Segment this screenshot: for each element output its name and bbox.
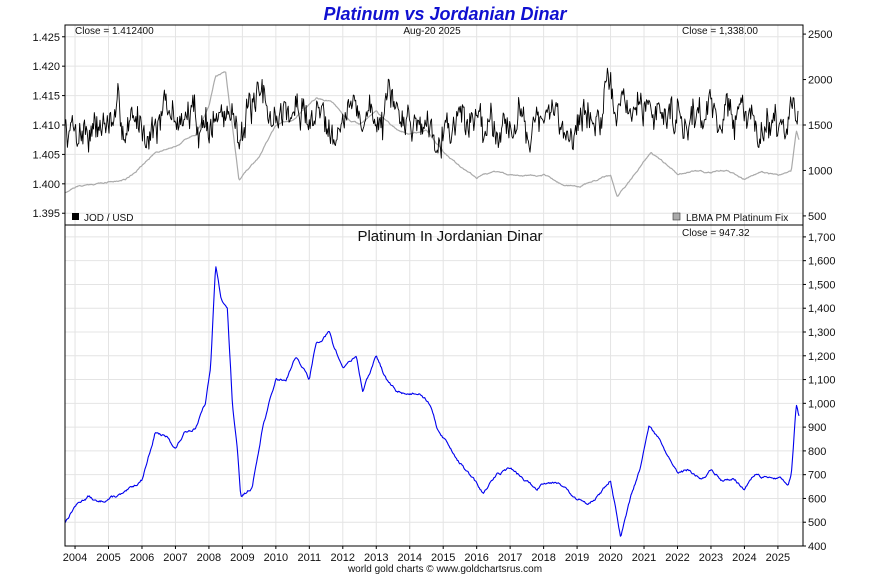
top-close-right: Close = 1,338.00 xyxy=(682,26,758,37)
x-tick-10: 2014 xyxy=(397,552,421,564)
top-left-tick-1: 1.400 xyxy=(32,179,60,191)
top-right-tick-0: 500 xyxy=(808,211,826,223)
top-right-axis: 500 1000 1500 2000 2500 xyxy=(803,29,832,223)
x-tick-15: 2019 xyxy=(565,552,589,564)
bottom-right-tick-12: 1,600 xyxy=(808,256,836,268)
x-tick-4: 2008 xyxy=(197,552,221,564)
chart-title: Platinum vs Jordanian Dinar xyxy=(323,4,567,24)
top-left-tick-5: 1.420 xyxy=(32,61,60,73)
series-line-13 xyxy=(64,266,800,537)
bottom-right-tick-3: 700 xyxy=(808,470,826,482)
x-tick-5: 2009 xyxy=(230,552,254,564)
x-tick-11: 2015 xyxy=(431,552,455,564)
series-line-7 xyxy=(64,67,799,159)
bottom-right-tick-2: 600 xyxy=(808,493,826,505)
bottom-right-tick-9: 1,300 xyxy=(808,327,836,339)
top-right-tick-3: 2000 xyxy=(808,75,832,87)
footer-credit: world gold charts © www.goldchartsrus.co… xyxy=(347,564,542,575)
bottom-close-right: Close = 947.32 xyxy=(682,228,750,239)
bottom-right-axis: 400 500 600 700 800 900 1,000 1,100 1,200 1,300 1,… xyxy=(803,232,836,553)
x-tick-14: 2018 xyxy=(531,552,555,564)
x-tick-8: 2012 xyxy=(331,552,355,564)
bottom-panel-series xyxy=(64,266,800,537)
top-left-tick-2: 1.405 xyxy=(32,149,60,161)
bottom-panel-frame xyxy=(64,224,804,547)
x-tick-3: 2007 xyxy=(163,552,187,564)
bottom-right-tick-1: 500 xyxy=(808,517,826,529)
top-panel-series xyxy=(64,67,800,197)
series-line-21 xyxy=(64,71,800,197)
x-tick-20: 2024 xyxy=(732,552,756,564)
x-tick-0: 2004 xyxy=(63,552,87,564)
top-left-tick-6: 1.425 xyxy=(32,32,60,44)
bottom-right-tick-0: 400 xyxy=(808,541,826,553)
bottom-right-tick-5: 900 xyxy=(808,422,826,434)
x-tick-1: 2005 xyxy=(96,552,120,564)
x-tick-9: 2013 xyxy=(364,552,388,564)
legend-swatch-lbma xyxy=(672,212,681,221)
top-close-left: Close = 1.412400 xyxy=(75,26,154,37)
bottom-panel-grid xyxy=(65,225,803,547)
x-tick-6: 2010 xyxy=(264,552,288,564)
x-tick-7: 2011 xyxy=(297,552,321,564)
legend-swatch-jod xyxy=(72,213,79,220)
legend-label-jod: JOD / USD xyxy=(84,213,133,224)
x-tick-12: 2016 xyxy=(464,552,488,564)
x-axis: 2004 2005 2006 2007 2008 2009 2010 2011 2012 2013… xyxy=(63,546,790,564)
top-left-tick-4: 1.415 xyxy=(32,91,60,103)
top-date-label: Aug-20 2025 xyxy=(403,26,461,37)
x-tick-18: 2022 xyxy=(665,552,689,564)
bottom-right-tick-10: 1,400 xyxy=(808,303,836,315)
x-tick-2: 2006 xyxy=(130,552,154,564)
x-tick-16: 2020 xyxy=(598,552,622,564)
bottom-right-tick-7: 1,100 xyxy=(808,375,836,387)
bottom-panel-title: Platinum In Jordanian Dinar xyxy=(357,228,542,245)
top-left-axis: 1.395 1.400 1.405 1.410 1.415 1.420 1.425 xyxy=(32,32,65,220)
x-tick-17: 2021 xyxy=(632,552,656,564)
bottom-right-tick-6: 1,000 xyxy=(808,398,836,410)
x-tick-13: 2017 xyxy=(498,552,522,564)
top-left-tick-0: 1.395 xyxy=(32,208,60,220)
bottom-right-tick-13: 1,700 xyxy=(808,232,836,244)
bottom-right-tick-11: 1,500 xyxy=(808,279,836,291)
x-tick-19: 2023 xyxy=(699,552,723,564)
top-right-tick-4: 2500 xyxy=(808,29,832,41)
bottom-right-tick-4: 800 xyxy=(808,446,826,458)
top-right-tick-2: 1500 xyxy=(808,120,832,132)
legend-label-lbma: LBMA PM Platinum Fix xyxy=(686,213,788,224)
x-tick-21: 2025 xyxy=(766,552,790,564)
top-left-tick-3: 1.410 xyxy=(32,120,60,132)
top-right-tick-1: 1000 xyxy=(808,165,832,177)
bottom-right-tick-8: 1,200 xyxy=(808,351,836,363)
